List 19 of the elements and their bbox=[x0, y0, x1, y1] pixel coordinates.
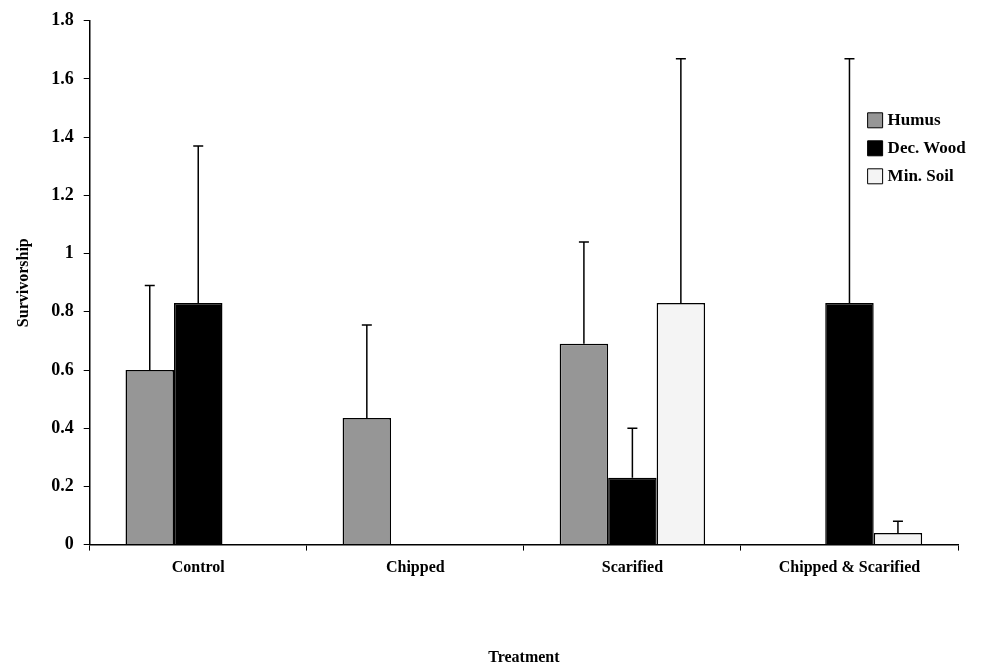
y-tick-label: 0.4 bbox=[51, 416, 74, 437]
y-tick-label: 0.8 bbox=[51, 300, 74, 321]
y-tick-label: 0.6 bbox=[51, 358, 74, 379]
x-axis-title: Treatment bbox=[488, 647, 561, 665]
y-tick-label: 1.2 bbox=[51, 184, 74, 205]
y-tick-label: 1.4 bbox=[51, 125, 74, 146]
y-tick-label: 1.8 bbox=[51, 9, 74, 30]
x-tick-label: Chipped bbox=[385, 558, 445, 577]
legend-label: Humus bbox=[887, 110, 941, 130]
x-tick-label: Scarified bbox=[601, 558, 664, 576]
y-tick-label: 0 bbox=[64, 533, 74, 554]
y-tick-label: 1.6 bbox=[51, 67, 74, 88]
y-axis-title: Survivorship bbox=[13, 238, 32, 328]
x-tick-label: Chipped & Scarified bbox=[778, 558, 921, 577]
y-tick-label: 1 bbox=[64, 242, 74, 263]
legend-label: Min. Soil bbox=[887, 166, 955, 186]
legend-label: Dec. Wood bbox=[887, 138, 967, 158]
y-tick-label: 0.2 bbox=[51, 475, 74, 496]
x-tick-label: Control bbox=[171, 558, 226, 576]
